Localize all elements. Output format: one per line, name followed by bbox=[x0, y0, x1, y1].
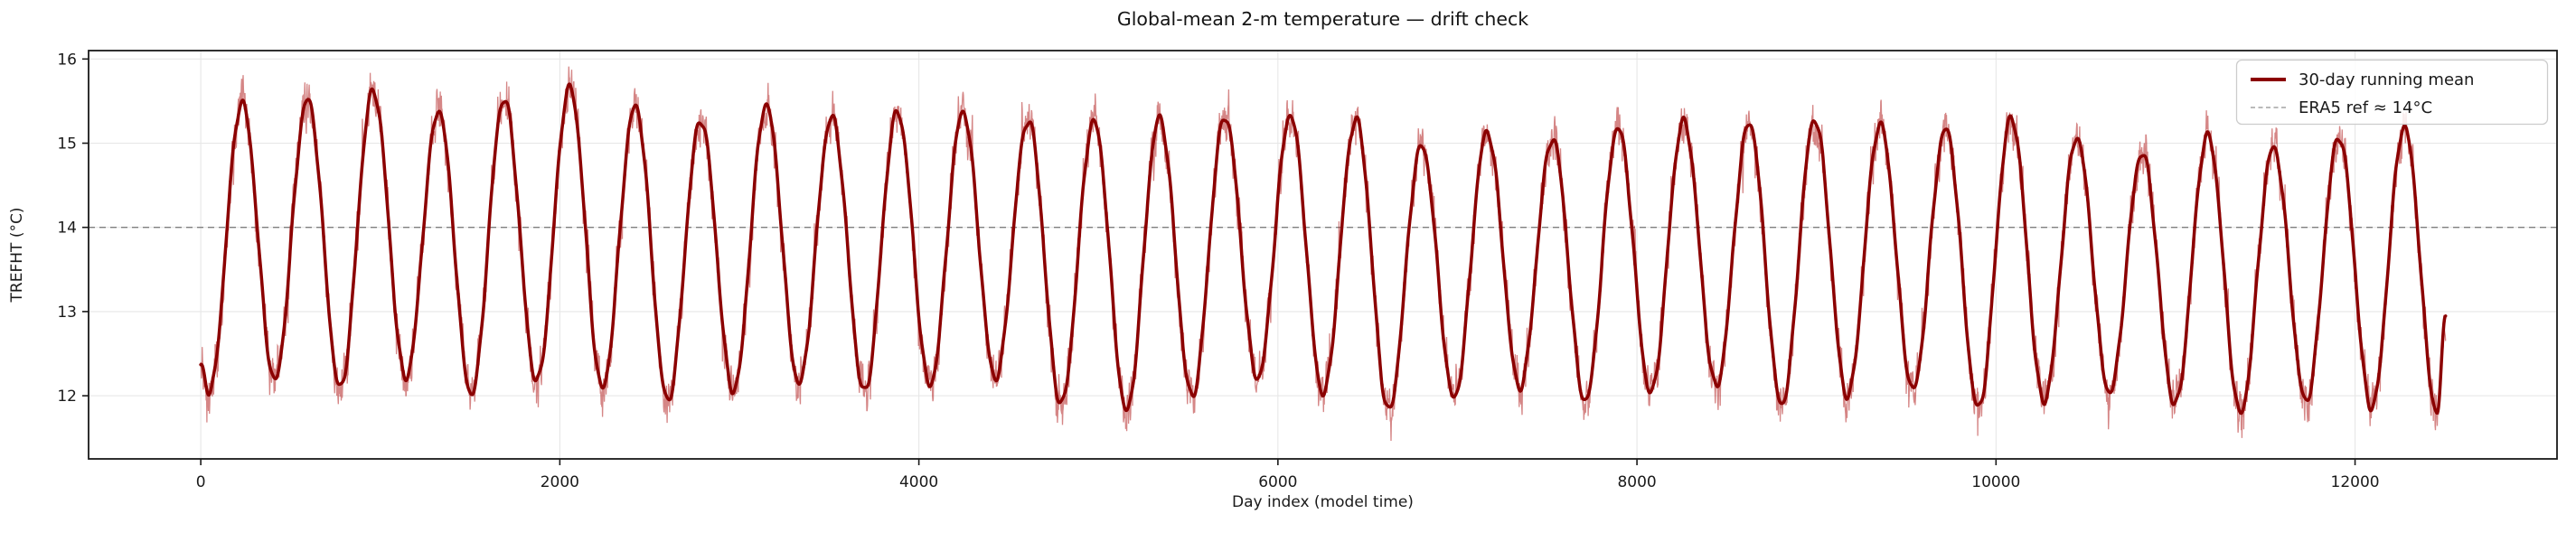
x-tick-label: 6000 bbox=[1258, 473, 1297, 491]
x-tick-label: 8000 bbox=[1617, 473, 1656, 491]
legend: 30-day running mean ERA5 ref ≈ 14°C bbox=[2235, 59, 2549, 126]
y-tick-label: 13 bbox=[57, 304, 77, 322]
tick-layer: 0 2000 4000 6000 8000 10000 12000 12 13 14 15 16 bbox=[57, 51, 2379, 491]
x-tick-label: 12000 bbox=[2331, 473, 2380, 491]
y-tick-label: 16 bbox=[57, 51, 77, 69]
y-tick-label: 15 bbox=[57, 136, 77, 154]
x-axis-label: Day index (model time) bbox=[1232, 493, 1414, 511]
y-tick-label: 14 bbox=[57, 220, 77, 238]
daily-temperature-line bbox=[200, 66, 2447, 442]
legend-box bbox=[2235, 59, 2549, 126]
legend-running-mean-label: 30-day running mean bbox=[2299, 70, 2474, 89]
legend-era5-ref-label: ERA5 ref ≈ 14°C bbox=[2299, 98, 2432, 117]
x-tick-label: 2000 bbox=[541, 473, 579, 491]
x-tick-label: 4000 bbox=[899, 473, 938, 491]
y-axis-label: TREFHT (°C) bbox=[8, 208, 26, 304]
chart-title: Global-mean 2-m temperature — drift chec… bbox=[1117, 8, 1528, 30]
x-tick-label: 10000 bbox=[1971, 473, 2020, 491]
x-tick-label: 0 bbox=[196, 473, 206, 491]
axes-frame bbox=[88, 50, 2558, 460]
y-tick-label: 12 bbox=[57, 388, 77, 406]
running-mean-line bbox=[199, 82, 2448, 416]
series-layer bbox=[199, 66, 2448, 442]
